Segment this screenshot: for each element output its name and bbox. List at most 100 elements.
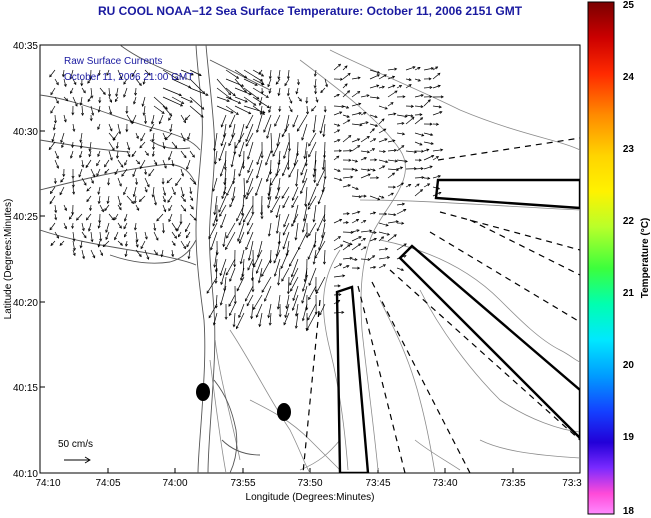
current-vector xyxy=(143,78,146,85)
current-vector xyxy=(378,86,385,89)
current-vector xyxy=(296,168,299,187)
current-vector-head xyxy=(381,236,385,240)
current-vector-head xyxy=(109,128,113,132)
current-vector-head xyxy=(308,297,311,301)
current-vector-head xyxy=(115,155,119,159)
current-vector xyxy=(298,231,308,250)
current-vector-head xyxy=(307,202,311,206)
current-vector xyxy=(378,138,388,143)
current-vector-head xyxy=(245,247,249,251)
current-vector-head xyxy=(245,125,249,130)
current-vector-head xyxy=(228,303,232,307)
current-vector xyxy=(304,141,308,159)
current-vector-head xyxy=(118,183,122,187)
current-vector-head xyxy=(86,188,90,192)
current-vector-head xyxy=(440,95,444,99)
current-vector xyxy=(189,213,197,221)
current-vector-head xyxy=(219,173,223,177)
current-vector xyxy=(220,285,227,306)
coastline xyxy=(40,45,271,473)
current-vector xyxy=(245,285,254,302)
current-vector-head xyxy=(282,232,286,236)
current-vector xyxy=(153,195,157,205)
current-vector-head xyxy=(168,157,171,161)
current-vector xyxy=(171,159,174,167)
current-vector xyxy=(180,114,186,123)
current-vector xyxy=(98,105,101,113)
current-vector xyxy=(378,222,389,226)
current-vector-head xyxy=(135,244,139,248)
current-vector xyxy=(333,139,341,143)
current-vector xyxy=(423,86,432,89)
current-vector-head xyxy=(357,266,361,270)
current-vector xyxy=(117,240,123,246)
current-vector-head xyxy=(410,104,415,108)
current-vector-head xyxy=(344,65,348,69)
current-vector xyxy=(288,159,299,178)
current-vector-head xyxy=(238,154,242,158)
current-vector-head xyxy=(114,171,118,176)
current-vector xyxy=(171,186,176,195)
current-vector xyxy=(170,123,173,132)
current-vector xyxy=(301,123,308,141)
current-vector-head xyxy=(394,67,398,71)
current-vector xyxy=(311,105,317,112)
current-vector xyxy=(134,222,137,230)
current-vector xyxy=(63,114,67,122)
current-vector-head xyxy=(247,156,250,160)
current-vector-head xyxy=(346,105,350,109)
current-vector-head xyxy=(214,161,218,165)
current-vector-head xyxy=(255,192,258,197)
y-tick-label: 40:20 xyxy=(13,298,38,309)
current-vector-head xyxy=(135,181,139,186)
current-vector-head xyxy=(289,282,292,286)
current-vector-head xyxy=(385,160,389,164)
current-vector-head xyxy=(266,105,271,109)
current-vector-head xyxy=(109,99,113,103)
current-vector xyxy=(125,249,128,257)
current-vector xyxy=(414,94,424,98)
current-vector xyxy=(243,87,260,100)
current-vector-head xyxy=(59,192,63,196)
current-vector xyxy=(295,312,299,329)
current-vector-head xyxy=(102,244,106,248)
current-vector xyxy=(54,150,59,159)
current-vector-head xyxy=(375,123,379,127)
current-vector-head xyxy=(228,92,232,96)
current-vector-head xyxy=(114,237,117,241)
current-vector-head xyxy=(234,145,238,149)
current-vector-head xyxy=(275,173,279,177)
current-vector xyxy=(297,96,302,102)
current-vector-head xyxy=(278,108,282,113)
current-vector xyxy=(333,111,342,116)
current-vector xyxy=(313,204,317,222)
current-vector-head xyxy=(367,168,371,172)
current-vector xyxy=(369,69,380,74)
current-vector-head xyxy=(260,82,264,86)
current-vector-head xyxy=(322,133,326,138)
current-vector xyxy=(60,177,65,183)
current-vector xyxy=(369,85,379,89)
current-vector-head xyxy=(118,225,122,229)
current-vector xyxy=(342,119,350,125)
current-vector-head xyxy=(82,90,86,94)
current-vector-head xyxy=(382,264,387,267)
current-vector-head xyxy=(393,234,397,238)
current-vector xyxy=(246,294,254,306)
current-vector xyxy=(414,132,424,136)
current-vector xyxy=(143,105,146,116)
current-vector xyxy=(90,177,94,184)
current-vector-head xyxy=(305,235,309,239)
current-vector xyxy=(414,117,423,125)
current-vector-head xyxy=(198,73,202,76)
current-vector-head xyxy=(241,166,246,170)
current-vector xyxy=(387,213,396,216)
current-vector-head xyxy=(92,255,96,259)
current-vector-head xyxy=(61,74,65,78)
current-vector xyxy=(243,150,245,169)
current-vector xyxy=(259,312,263,327)
current-vector xyxy=(54,159,59,169)
current-vector xyxy=(360,258,371,261)
current-vector xyxy=(274,258,281,277)
current-vector-head xyxy=(308,233,311,237)
